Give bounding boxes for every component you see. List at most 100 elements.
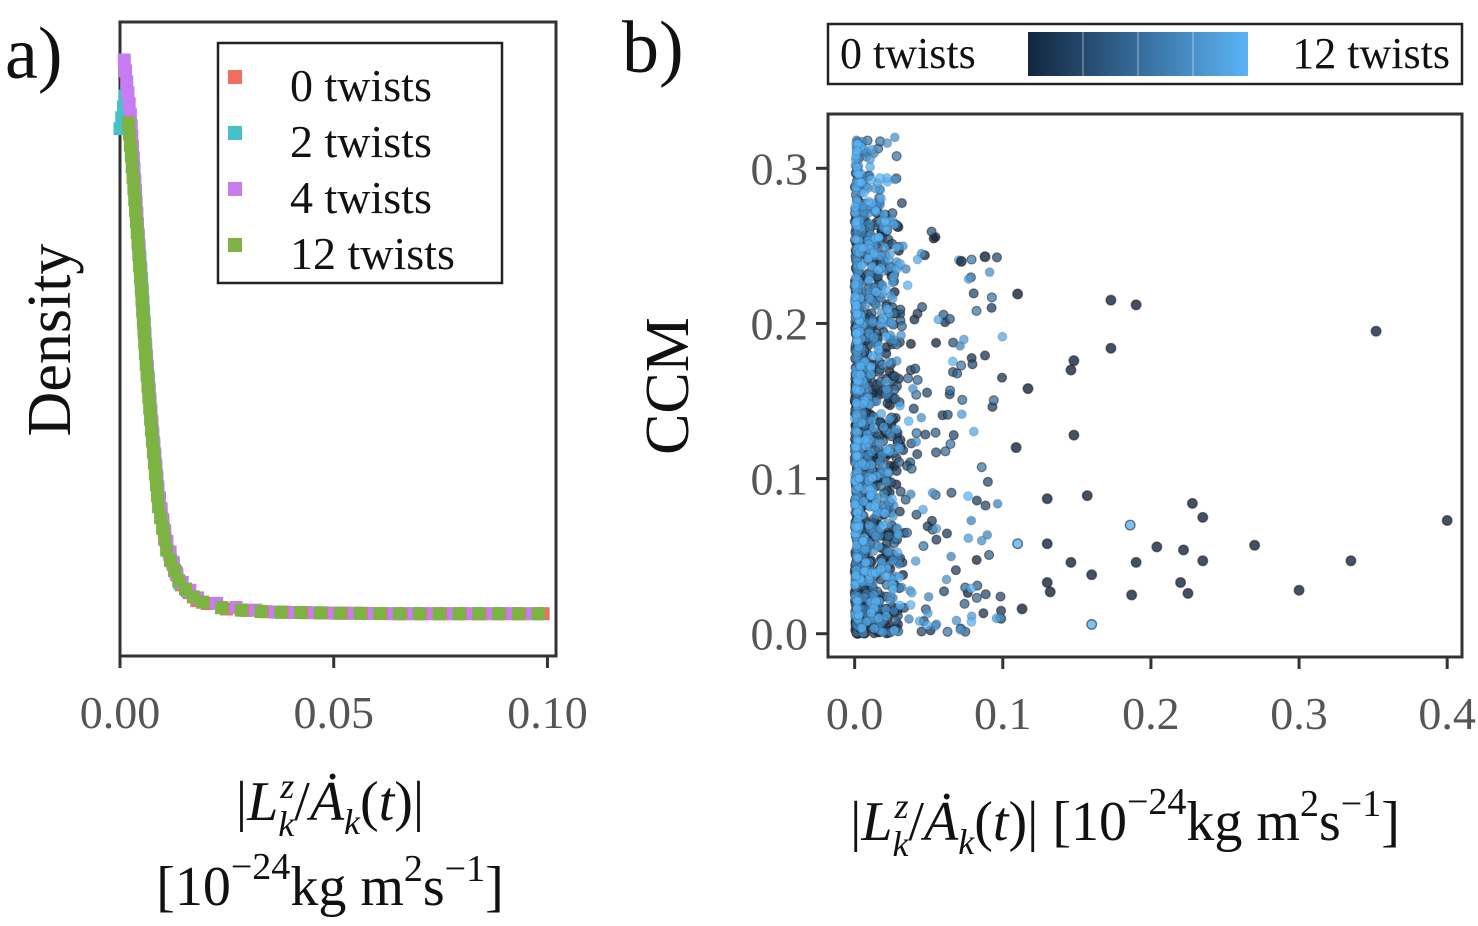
scatter-point — [971, 305, 982, 316]
density-marker — [274, 605, 288, 619]
scatter-point — [905, 338, 916, 350]
scatter-point — [868, 422, 879, 433]
scatter-point — [1441, 514, 1453, 526]
scatter-point — [852, 595, 863, 607]
chart-b-colorbar: 0 twists 12 twists — [826, 22, 1464, 86]
density-marker — [452, 607, 466, 621]
scatter-point — [912, 449, 923, 460]
scatter-point — [940, 446, 951, 457]
density-marker — [254, 604, 268, 618]
scatter-point — [967, 359, 978, 370]
legend-box — [216, 41, 504, 285]
density-marker — [123, 138, 137, 152]
scatter-point — [856, 260, 867, 271]
scatter-point — [850, 570, 861, 581]
density-marker — [137, 324, 151, 338]
scatter-point — [982, 529, 993, 541]
scatter-point — [851, 522, 862, 533]
density-marker — [141, 379, 155, 393]
x-tick-label: 0.2 — [1122, 688, 1180, 739]
scatter-point — [962, 491, 974, 502]
density-marker — [215, 601, 229, 615]
scatter-point — [865, 490, 876, 501]
scatter-point — [870, 205, 881, 217]
density-marker — [151, 489, 165, 503]
scatter-point — [867, 317, 878, 328]
density-marker — [133, 258, 147, 272]
colorbar-min-label: 0 twists — [840, 29, 976, 78]
y-tick-label: 0.0 — [751, 609, 809, 660]
scatter-point — [851, 300, 862, 311]
scatter-point — [905, 599, 916, 611]
scatter-point — [865, 361, 876, 372]
scatter-point — [1186, 497, 1198, 509]
legend-marker-2-twists — [228, 126, 242, 140]
scatter-point — [917, 301, 928, 313]
scatter-point — [877, 313, 888, 324]
chart-a-series — [113, 53, 550, 621]
scatter-point — [971, 495, 982, 506]
density-marker — [120, 75, 134, 89]
scatter-point — [889, 219, 900, 230]
scatter-point — [944, 313, 955, 325]
x-tick-label: 0.00 — [80, 687, 161, 738]
scatter-point — [855, 369, 866, 380]
scatter-point — [1041, 538, 1053, 550]
legend-label-4-twists: 4 twists — [290, 172, 432, 223]
scatter-point — [882, 467, 894, 478]
scatter-point — [979, 350, 991, 361]
scatter-point — [1065, 364, 1077, 376]
scatter-point — [850, 279, 861, 290]
scatter-point — [906, 587, 917, 598]
scatter-point — [931, 534, 942, 545]
density-marker — [234, 603, 248, 617]
scatter-point — [922, 608, 933, 619]
scatter-point — [930, 447, 942, 458]
scatter-point — [854, 473, 865, 484]
chart-a-x-ticks: 0.00 0.05 0.10 — [80, 656, 588, 738]
scatter-point — [858, 187, 869, 199]
scatter-point — [857, 242, 868, 253]
scatter-point — [983, 549, 995, 561]
scatter-point — [877, 627, 888, 638]
chart-a-ylabel: Density — [16, 244, 84, 437]
y-tick-label: 0.2 — [751, 298, 809, 349]
scatter-point — [1044, 586, 1056, 598]
scatter-point — [849, 201, 861, 213]
legend-marker-12-twists — [228, 238, 242, 252]
scatter-point — [968, 288, 979, 299]
scatter-point — [910, 555, 921, 567]
scatter-point — [971, 592, 982, 603]
scatter-point — [1345, 555, 1357, 567]
scatter-point — [1022, 383, 1034, 395]
scatter-point — [948, 430, 959, 441]
scatter-point — [851, 409, 862, 420]
scatter-point — [881, 476, 892, 487]
scatter-point — [879, 508, 890, 519]
scatter-point — [864, 218, 875, 229]
density-marker — [139, 357, 153, 371]
scatter-point — [882, 546, 894, 558]
scatter-point — [873, 613, 884, 624]
scatter-point — [903, 416, 914, 427]
scatter-point — [883, 530, 894, 542]
scatter-point — [889, 625, 900, 636]
density-marker — [136, 313, 150, 327]
scatter-point — [886, 317, 897, 328]
scatter-point — [850, 442, 861, 453]
x-tick-label: 0.05 — [293, 687, 374, 738]
scatter-point — [894, 400, 906, 411]
scatter-point — [992, 498, 1003, 509]
scatter-point — [876, 408, 887, 419]
density-marker — [511, 607, 525, 621]
scatter-point — [971, 554, 982, 566]
scatter-point — [850, 217, 861, 228]
scatter-point — [853, 169, 864, 180]
density-marker — [132, 248, 146, 262]
density-marker — [122, 116, 136, 130]
scatter-point — [884, 249, 896, 260]
density-marker — [146, 445, 160, 459]
density-marker — [158, 532, 172, 546]
scatter-point — [896, 321, 907, 332]
density-marker — [135, 291, 149, 305]
